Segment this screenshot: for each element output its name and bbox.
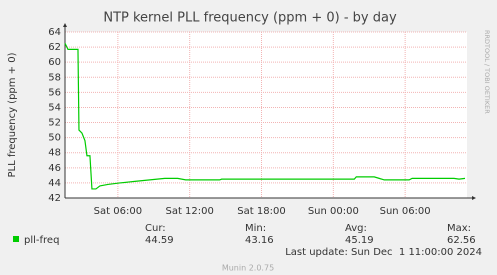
x-tick-label: Sat 12:00 (165, 206, 213, 217)
legend-label: pll-freq (24, 235, 59, 246)
y-tick-label: 48 (48, 148, 61, 159)
y-tick-label: 64 (48, 27, 61, 38)
y-tick-label: 46 (48, 163, 61, 174)
stat-value: 44.59 (145, 235, 174, 246)
side-text: RRDTOOL / TOBI OETIKER (483, 30, 491, 114)
stat-value: 43.16 (245, 235, 274, 246)
stat-label: Max: (447, 223, 471, 234)
y-axis-label: PLL frequency (ppm + 0) (7, 52, 18, 177)
y-tick-label: 50 (48, 133, 61, 144)
y-tick-label: 42 (48, 193, 61, 204)
y-tick-label: 52 (48, 118, 61, 129)
stat-label: Cur: (145, 223, 166, 234)
plot-area (65, 32, 467, 198)
data-line (64, 43, 466, 190)
x-tick-label: Sat 18:00 (237, 206, 285, 217)
x-tick-label: Sat 06:00 (94, 206, 142, 217)
stat-value: 62.56 (447, 235, 476, 246)
y-tick-label: 62 (48, 42, 61, 53)
y-tick-label: 58 (48, 72, 61, 83)
y-tick-label: 56 (48, 87, 61, 98)
stat-label: Avg: (345, 223, 367, 234)
y-axis-arrow (63, 23, 67, 27)
x-tick-label: Sun 00:00 (308, 206, 359, 217)
footer: Munin 2.0.75 (222, 264, 274, 273)
stat-value: 45.19 (345, 235, 374, 246)
y-tick-label: 54 (48, 102, 61, 113)
x-axis-arrow (472, 196, 476, 200)
x-tick-label: Sun 06:00 (380, 206, 431, 217)
y-tick-label: 60 (48, 57, 61, 68)
legend-swatch (13, 236, 19, 242)
last-update: Last update: Sun Dec 1 11:00:00 2024 (285, 247, 482, 258)
y-tick-label: 44 (48, 178, 61, 189)
stat-label: Min: (245, 223, 266, 234)
chart-title: NTP kernel PLL frequency (ppm + 0) - by … (103, 11, 397, 26)
